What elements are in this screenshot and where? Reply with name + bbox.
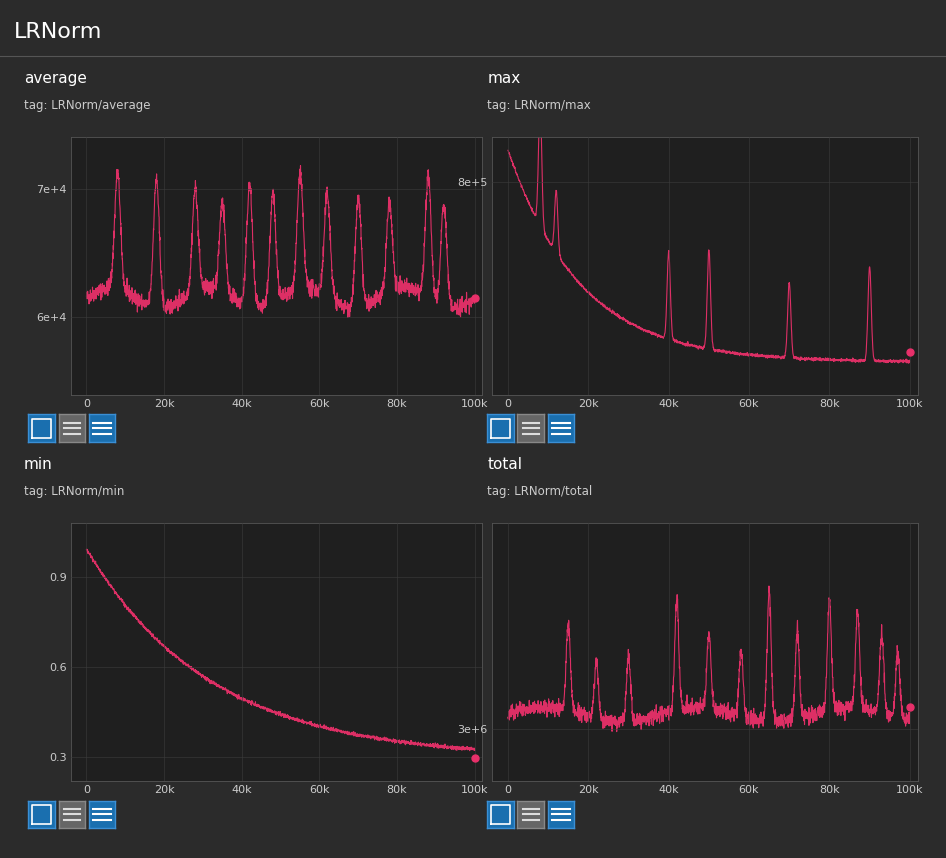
Text: max: max [487, 71, 520, 86]
Text: average: average [24, 71, 86, 86]
Text: min: min [24, 457, 52, 472]
Text: total: total [487, 457, 522, 472]
Text: tag: LRNorm/average: tag: LRNorm/average [24, 99, 150, 112]
Text: tag: LRNorm/min: tag: LRNorm/min [24, 485, 124, 498]
Text: LRNorm: LRNorm [14, 22, 102, 42]
Text: tag: LRNorm/total: tag: LRNorm/total [487, 485, 592, 498]
Text: tag: LRNorm/max: tag: LRNorm/max [487, 99, 591, 112]
